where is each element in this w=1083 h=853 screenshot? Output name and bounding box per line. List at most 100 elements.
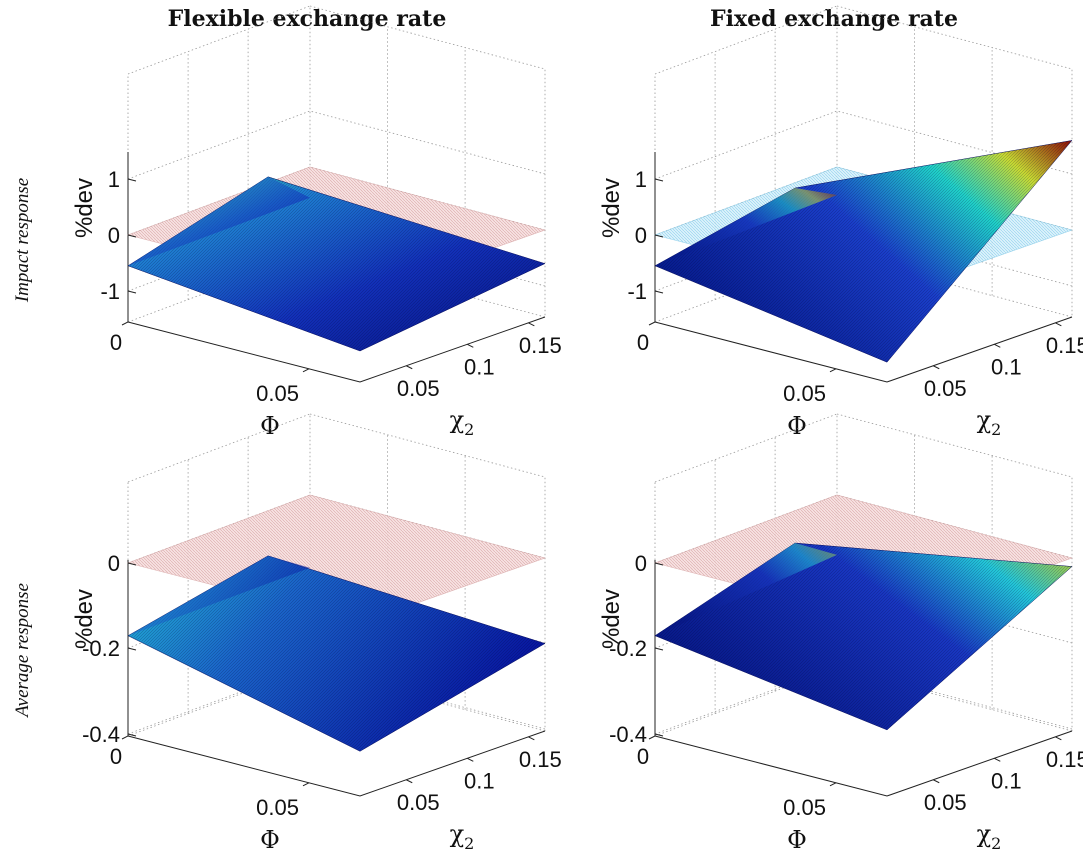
z-tick-mark: [127, 290, 137, 294]
chi-tick-mark: [467, 757, 474, 762]
z-tick-label: -1: [100, 279, 120, 304]
chi-tick-label: 0.05: [924, 790, 967, 815]
phi-axis-label: Φ: [260, 826, 280, 853]
z-axis-label: %dev: [71, 589, 98, 649]
phi-axis-label: Φ: [787, 412, 807, 440]
phi-axis-label: Φ: [787, 826, 807, 853]
chi-axis-subscript: 2: [991, 834, 1001, 853]
panel-fixed-average: -0.4 -0.2 0 %dev 0 0.05 Φ 0.05 0.1 0.15 χ2: [598, 413, 1083, 853]
grid-line: [127, 667, 546, 737]
chi-tick-label: 0.15: [1046, 333, 1083, 358]
chi-tick-label: 0.1: [464, 354, 495, 379]
chi-tick-label: 0.1: [991, 768, 1022, 793]
response-surface-mesh: [655, 543, 1072, 730]
phi-tick-mark: [121, 735, 129, 740]
grid-line: [836, 5, 1073, 317]
panel-flexible-average: -0.4 -0.2 0 %dev 0 0.05 Φ 0.05 0.1 0.15 χ2: [71, 413, 562, 853]
phi-axis-label: Φ: [260, 412, 280, 440]
z-tick-label: -0.2: [82, 636, 120, 661]
z-tick-mark: [654, 178, 664, 182]
z-tick-mark: [654, 234, 664, 238]
grid-line: [127, 110, 546, 180]
phi-tick-label: 0.05: [256, 795, 299, 820]
grid-line: [654, 253, 1073, 323]
z-tick-mark: [654, 290, 664, 294]
phi-tick-mark: [829, 782, 837, 787]
chi-tick-label: 0.15: [519, 747, 562, 772]
phi-tick-mark: [648, 735, 656, 740]
row-title-impact: Impact response: [12, 178, 33, 303]
phi-tick-mark: [121, 321, 129, 326]
grid-line: [654, 665, 1073, 735]
response-surface-mesh: [655, 140, 1072, 363]
z-axis-label: %dev: [598, 178, 625, 238]
axis-floor-edge: [127, 730, 546, 797]
phi-tick-label: 0: [110, 330, 122, 355]
phi-tick-label: 0.05: [783, 795, 826, 820]
response-surface-back: [128, 555, 310, 636]
chi-tick-mark: [1055, 736, 1062, 741]
z-tick-label: -0.4: [82, 722, 120, 747]
chi-tick-mark: [406, 365, 413, 370]
grid-line: [127, 413, 311, 668]
chi-tick-label: 0.1: [464, 768, 495, 793]
grid-line: [127, 665, 546, 735]
z-tick-label: 0: [635, 223, 647, 248]
column-title-flexible: Flexible exchange rate: [168, 6, 447, 32]
chi-axis-label: χ2: [977, 820, 1002, 853]
chi-tick-mark: [994, 343, 1001, 348]
z-axis-label: %dev: [598, 589, 625, 649]
z-tick-label: 1: [108, 167, 120, 192]
chi-tick-label: 0.05: [397, 790, 440, 815]
chi-tick-mark: [994, 757, 1001, 762]
z-tick-label: 1: [635, 167, 647, 192]
grid-line: [309, 5, 546, 317]
chi-tick-mark: [933, 779, 940, 784]
chi-axis-label: χ2: [450, 406, 475, 439]
phi-tick-label: 0: [110, 744, 122, 769]
chi-tick-mark: [528, 736, 535, 741]
chi-tick-mark: [528, 322, 535, 327]
phi-tick-label: 0.05: [256, 381, 299, 406]
z-tick-mark: [127, 562, 137, 566]
phi-tick-label: 0: [637, 744, 649, 769]
chi-tick-label: 0.1: [991, 354, 1022, 379]
response-surface-back: [128, 176, 310, 266]
phi-tick-mark: [829, 368, 837, 373]
response-surface-back: [655, 543, 837, 636]
phi-tick-mark: [302, 368, 310, 373]
chi-tick-mark: [467, 343, 474, 348]
axis-floor-edge: [127, 316, 546, 383]
grid-line: [127, 5, 311, 254]
row-title-average: Average response: [12, 583, 33, 719]
z-tick-label: -1: [627, 279, 647, 304]
phi-tick-mark: [648, 321, 656, 326]
chi-tick-label: 0.15: [519, 333, 562, 358]
z-tick-mark: [127, 178, 137, 182]
z-tick-label: 0: [108, 223, 120, 248]
axis-floor-edge: [654, 316, 1073, 383]
z-tick-mark: [654, 647, 664, 651]
grid-line: [654, 110, 1073, 180]
chi-tick-mark: [1055, 322, 1062, 327]
grid-line: [654, 5, 838, 254]
chi-tick-label: 0.05: [924, 376, 967, 401]
z-tick-mark: [654, 562, 664, 566]
z-tick-mark: [127, 733, 137, 737]
panel-fixed-impact: -1 0 1 %dev 0 0.05 Φ 0.05 0.1 0.15 χ2: [598, 5, 1083, 440]
chi-tick-label: 0.05: [397, 376, 440, 401]
z-tick-label: -0.2: [609, 636, 647, 661]
chi-tick-label: 0.15: [1046, 747, 1083, 772]
z-tick-label: 0: [635, 551, 647, 576]
phi-tick-label: 0.05: [783, 381, 826, 406]
z-axis-label: %dev: [71, 178, 98, 238]
grid-line: [654, 667, 1073, 737]
phi-tick-label: 0: [637, 330, 649, 355]
z-tick-label: 0: [108, 551, 120, 576]
response-surface-mesh: [128, 176, 545, 351]
z-tick-mark: [654, 733, 664, 737]
grid-line: [836, 413, 1073, 731]
response-surface-mesh: [128, 555, 545, 752]
column-title-fixed: Fixed exchange rate: [710, 6, 958, 32]
